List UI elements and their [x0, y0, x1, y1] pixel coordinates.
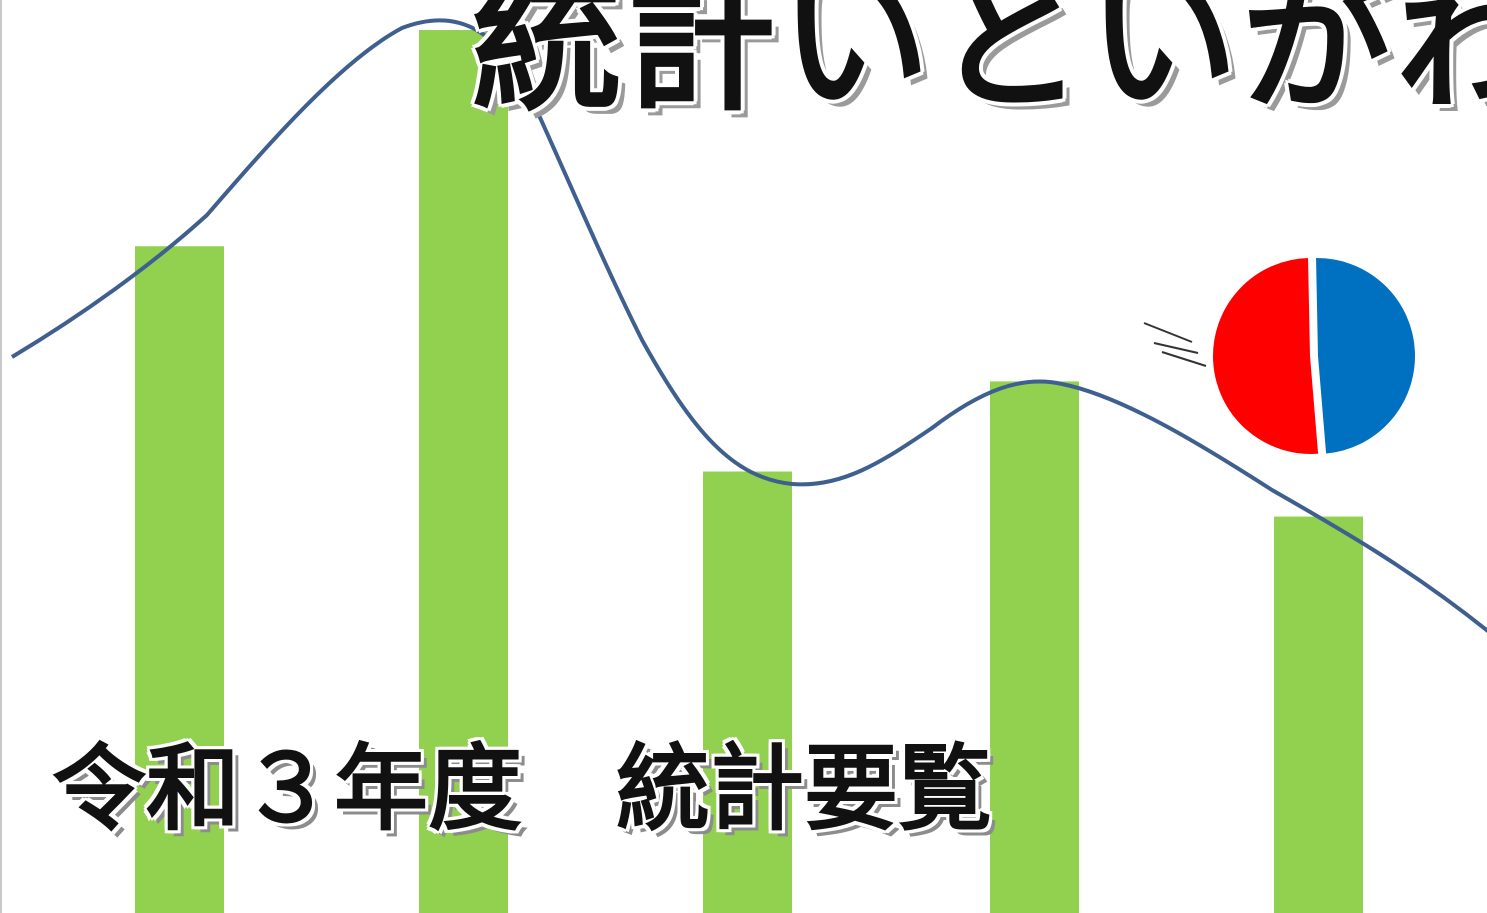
- decorative-bar: [990, 381, 1079, 913]
- document-title: 令和３年度 統計要覧: [52, 734, 993, 844]
- decorative-bar: [419, 30, 508, 913]
- pie-icon: [1211, 255, 1417, 456]
- pie-slice-red: [1211, 255, 1321, 456]
- pie-slice-blue: [1314, 256, 1417, 456]
- rolling-pie-chart: [1143, 255, 1417, 456]
- decorative-bar: [703, 471, 792, 913]
- motion-line-1: [1143, 322, 1193, 343]
- decorative-bar: [1274, 516, 1363, 913]
- decorative-bars: [135, 30, 1363, 913]
- decorative-trend-line: [10, 18, 1487, 633]
- decorative-bar: [135, 246, 224, 913]
- motion-line-3: [1161, 351, 1207, 367]
- motion-line-2: [1153, 342, 1199, 354]
- header-title: 統計いといがわ: [472, 0, 1487, 132]
